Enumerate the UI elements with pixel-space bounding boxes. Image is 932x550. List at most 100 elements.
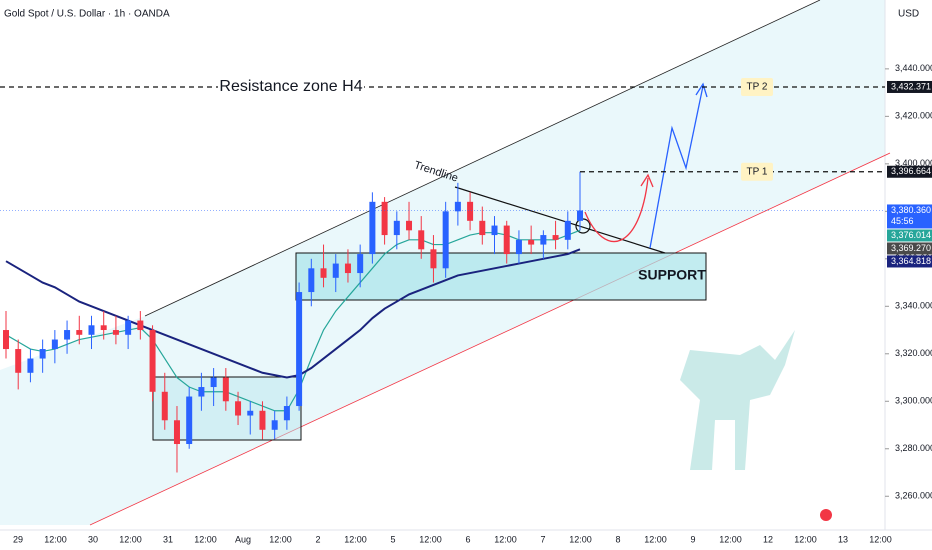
x-tick-label: 31 <box>163 534 173 544</box>
candle-body <box>161 391 168 421</box>
candle-body <box>137 320 144 331</box>
candle-body <box>308 268 315 293</box>
price-label: 3,364.818 <box>891 256 931 266</box>
countdown: 45:56 <box>891 216 914 226</box>
tp-box <box>741 77 773 96</box>
candle-body <box>64 330 71 340</box>
tp-label: TP 1 <box>747 166 768 177</box>
blue-arrow <box>649 85 704 249</box>
candle-body <box>577 210 583 221</box>
price-label-bg <box>887 229 932 242</box>
candle-body <box>125 320 132 335</box>
candle-body <box>76 330 83 335</box>
x-tick-label: 12:00 <box>44 534 67 544</box>
candle-body <box>515 239 522 255</box>
support-box <box>295 252 707 301</box>
price-label-bg <box>887 242 932 255</box>
x-tick-label: 12:00 <box>569 534 592 544</box>
blue-arrowhead <box>695 82 708 98</box>
price-label: 3,396.664 <box>891 166 931 176</box>
x-tick-label: 9 <box>690 534 695 544</box>
y-tick-label: 3,400.000 <box>895 158 932 168</box>
candle-body <box>479 220 486 236</box>
candle-body <box>552 235 559 240</box>
x-tick-label: 6 <box>465 534 470 544</box>
bull-image <box>680 330 795 470</box>
candle-body <box>112 330 119 335</box>
y-tick-label: 3,280.000 <box>895 443 932 453</box>
price-label-bg <box>887 255 932 268</box>
candle-body <box>381 201 388 236</box>
price-label: 3,380.360 <box>891 205 931 215</box>
x-tick-label: 12:00 <box>719 534 742 544</box>
candle-body <box>100 325 107 331</box>
y-tick-label: 3,340.000 <box>895 301 932 311</box>
candle-body <box>357 254 364 274</box>
candle-body <box>418 230 425 250</box>
candle-body <box>332 263 339 278</box>
y-tick-label: 3,320.000 <box>895 348 932 358</box>
y-tick-label: 3,440.000 <box>895 63 932 73</box>
candle-body <box>430 249 437 269</box>
channel-lower <box>89 152 891 526</box>
x-tick-label: 12:00 <box>269 534 292 544</box>
price-label: 3,376.014 <box>891 230 931 240</box>
candle-body <box>296 292 303 407</box>
x-tick-label: 2 <box>315 534 320 544</box>
y-tick-label: 3,260.000 <box>895 491 932 501</box>
x-tick-label: 12:00 <box>644 534 667 544</box>
candle-body <box>186 396 193 445</box>
candle-body <box>39 349 46 359</box>
candle-body <box>442 211 449 269</box>
candle-body <box>198 387 205 397</box>
x-tick-label: 12:00 <box>794 534 817 544</box>
candle-body <box>467 201 474 221</box>
x-tick-label: 30 <box>88 534 98 544</box>
candle-body <box>491 225 498 236</box>
candle-body <box>247 410 254 416</box>
candle-body <box>283 406 290 421</box>
y-tick-label: 3,420.000 <box>895 111 932 121</box>
candle-body <box>15 349 22 373</box>
x-tick-label: 12:00 <box>119 534 142 544</box>
price-label-bg <box>887 165 932 178</box>
event-icon <box>820 509 832 521</box>
resistance-label: Resistance zone H4 <box>219 78 362 95</box>
trendline <box>454 186 666 254</box>
candle-body <box>88 325 95 335</box>
x-tick-label: 12:00 <box>344 534 367 544</box>
y-tick-label: 3,300.000 <box>895 396 932 406</box>
x-tick-label: Aug <box>235 534 251 544</box>
price-label: 3,369.270 <box>891 243 931 253</box>
candle-body <box>51 339 58 350</box>
price-label-bg <box>887 204 932 229</box>
candle-body <box>564 220 571 240</box>
price-label-bg <box>887 80 932 93</box>
candle-body <box>27 358 34 373</box>
chart-title: Gold Spot / U.S. Dollar · 1h · OANDA <box>4 9 170 20</box>
x-tick-label: 8 <box>615 534 620 544</box>
x-tick-label: 29 <box>13 534 23 544</box>
x-tick-label: 12:00 <box>494 534 517 544</box>
candle-body <box>454 201 461 212</box>
candle-body <box>235 401 242 416</box>
x-tick-label: 7 <box>540 534 545 544</box>
x-tick-label: 12:00 <box>194 534 217 544</box>
candle-body <box>369 201 376 255</box>
x-tick-label: 12:00 <box>869 534 892 544</box>
x-tick-label: 12 <box>763 534 773 544</box>
candle-body <box>344 263 351 274</box>
support-label: SUPPORT <box>638 267 706 283</box>
price-label: 3,432.371 <box>891 81 931 91</box>
tp-label: TP 2 <box>747 82 768 93</box>
candle-body <box>222 377 229 402</box>
candle-body <box>259 410 266 430</box>
red-arrowhead <box>640 173 654 188</box>
candle-body <box>406 220 413 231</box>
candle-body <box>271 420 278 430</box>
x-tick-label: 5 <box>390 534 395 544</box>
currency: USD <box>898 9 919 20</box>
candle-body <box>503 225 510 255</box>
x-tick-label: 13 <box>838 534 848 544</box>
